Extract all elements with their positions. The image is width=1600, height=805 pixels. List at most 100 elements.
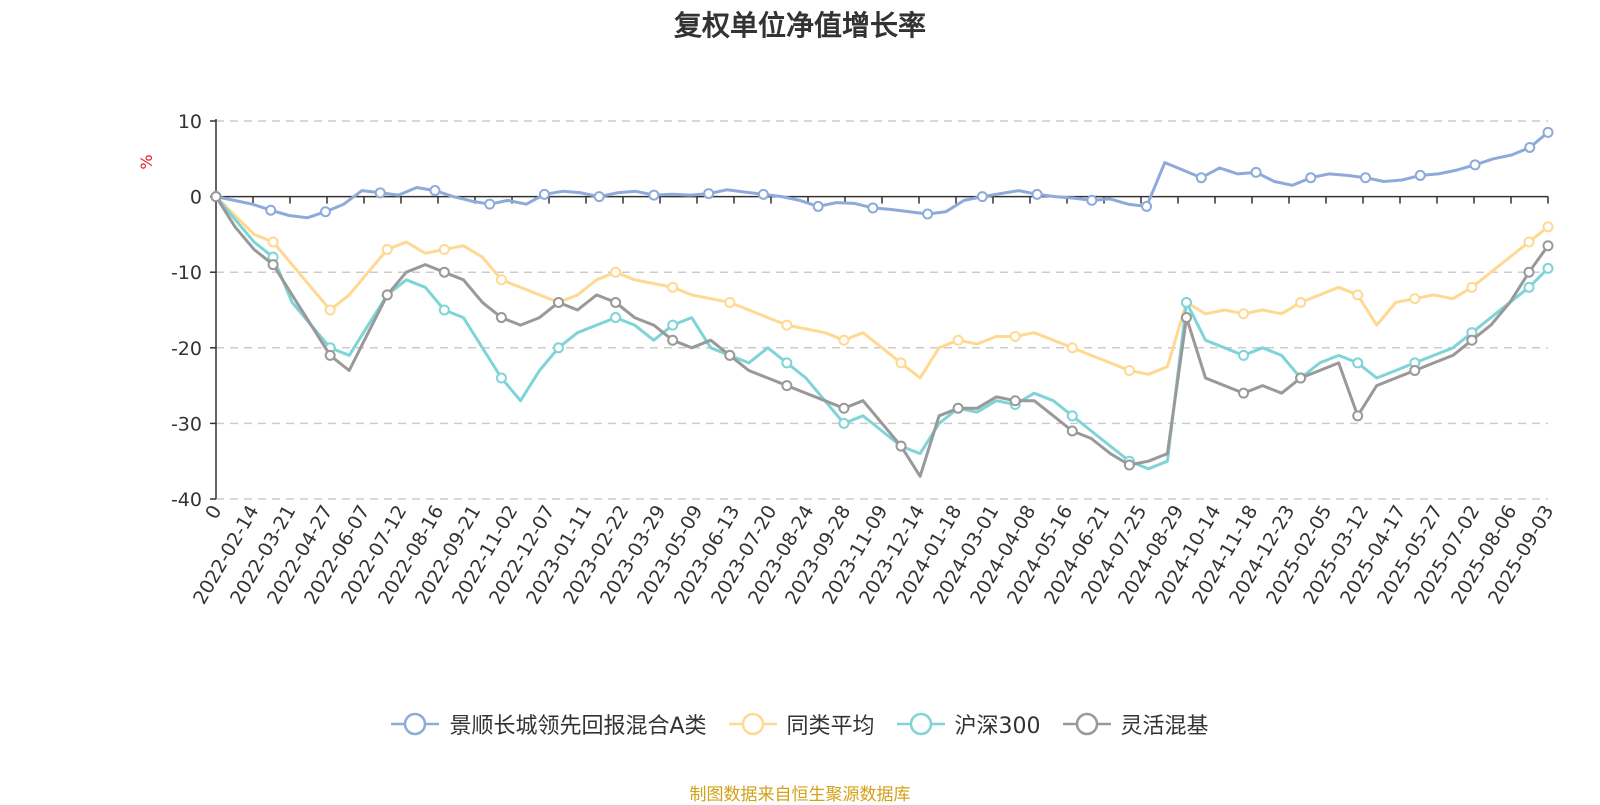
data-point [267,236,279,248]
data-point [1352,289,1364,301]
data-point [1195,172,1207,184]
data-point [1238,387,1250,399]
series-line [215,131,1549,220]
data-point [438,266,450,278]
data-point [429,185,441,197]
data-point [1180,296,1192,308]
data-point [895,357,907,369]
y-axis-label: % [137,154,156,169]
data-point [724,296,736,308]
legend-marker-icon [1062,712,1111,736]
legend-label: 同类平均 [786,714,875,739]
data-point [1409,293,1421,305]
data-point [1009,395,1021,407]
data-point [1523,236,1535,248]
data-point [610,266,622,278]
legend-item[interactable]: 景顺长城领先回报混合A类 [391,708,707,740]
data-point [374,187,386,199]
data-point [1180,312,1192,324]
legend-marker-icon [728,712,777,736]
legend-marker-icon [896,712,945,736]
data-point [667,334,679,346]
legend: 景顺长城领先回报混合A类 同类平均 沪深300 灵活混基 [0,708,1600,740]
data-point [1352,357,1364,369]
series-line [214,195,1549,380]
legend-item[interactable]: 同类平均 [728,708,875,740]
data-point [495,312,507,324]
data-point [1066,425,1078,437]
data-point [319,206,331,218]
data-point [703,188,715,200]
y-tick-label: -30 [171,413,202,435]
data-point [1238,349,1250,361]
y-tick-label: -20 [171,338,202,360]
series-line [214,195,1550,471]
data-point [484,198,496,210]
series-0 [210,126,1554,220]
data-point [667,281,679,293]
y-tick-label: 0 [190,187,202,209]
data-point [324,349,336,361]
data-point [593,191,605,203]
data-point [381,244,393,256]
data-point [838,417,850,429]
series-line [214,195,1550,478]
data-point [538,188,550,200]
data-point [1066,342,1078,354]
data-point [648,189,660,201]
data-point [867,202,879,214]
data-point [1066,410,1078,422]
y-tick-label: 10 [178,111,202,133]
data-point [1250,166,1262,178]
data-point [1542,126,1554,138]
data-point [324,304,336,316]
data-point [1466,334,1478,346]
data-point [1305,172,1317,184]
data-point [724,349,736,361]
grid-lines [216,120,1548,500]
data-point [1542,221,1554,233]
data-point [1409,364,1421,376]
data-point [781,319,793,331]
data-point [1469,159,1481,171]
legend-label: 沪深300 [954,714,1041,739]
data-point [1466,281,1478,293]
series-2 [210,191,1554,471]
data-point [812,200,824,212]
legend-label: 灵活混基 [1120,714,1209,739]
data-point [1295,296,1307,308]
data-point [1031,188,1043,200]
data-point [1524,141,1536,153]
y-tick-label: -10 [171,262,202,284]
data-point [610,312,622,324]
data-point [1141,200,1153,212]
data-point [1009,330,1021,342]
legend-item[interactable]: 灵活混基 [1062,708,1209,740]
series-lines [210,126,1554,478]
data-point [952,334,964,346]
axis-labels: 100-10-20-30-40%02022-02-142022-03-21202… [137,111,1558,608]
data-point [1123,459,1135,471]
legend-item[interactable]: 沪深300 [896,708,1041,740]
source-note: 制图数据来自恒生聚源数据库 [689,785,911,805]
data-point [895,440,907,452]
data-point [1295,372,1307,384]
data-point [1542,262,1554,274]
data-point [1523,266,1535,278]
data-point [381,289,393,301]
data-point [438,244,450,256]
data-point [781,380,793,392]
data-point [781,357,793,369]
legend-marker-icon [391,712,440,736]
data-point [553,296,565,308]
data-point [838,402,850,414]
data-point [553,342,565,354]
legend-label: 景顺长城领先回报混合A类 [449,714,707,739]
data-point [952,402,964,414]
data-point [610,296,622,308]
data-point [757,188,769,200]
data-point [495,274,507,286]
series-1 [210,191,1554,380]
data-point [438,304,450,316]
data-point [1086,194,1098,206]
